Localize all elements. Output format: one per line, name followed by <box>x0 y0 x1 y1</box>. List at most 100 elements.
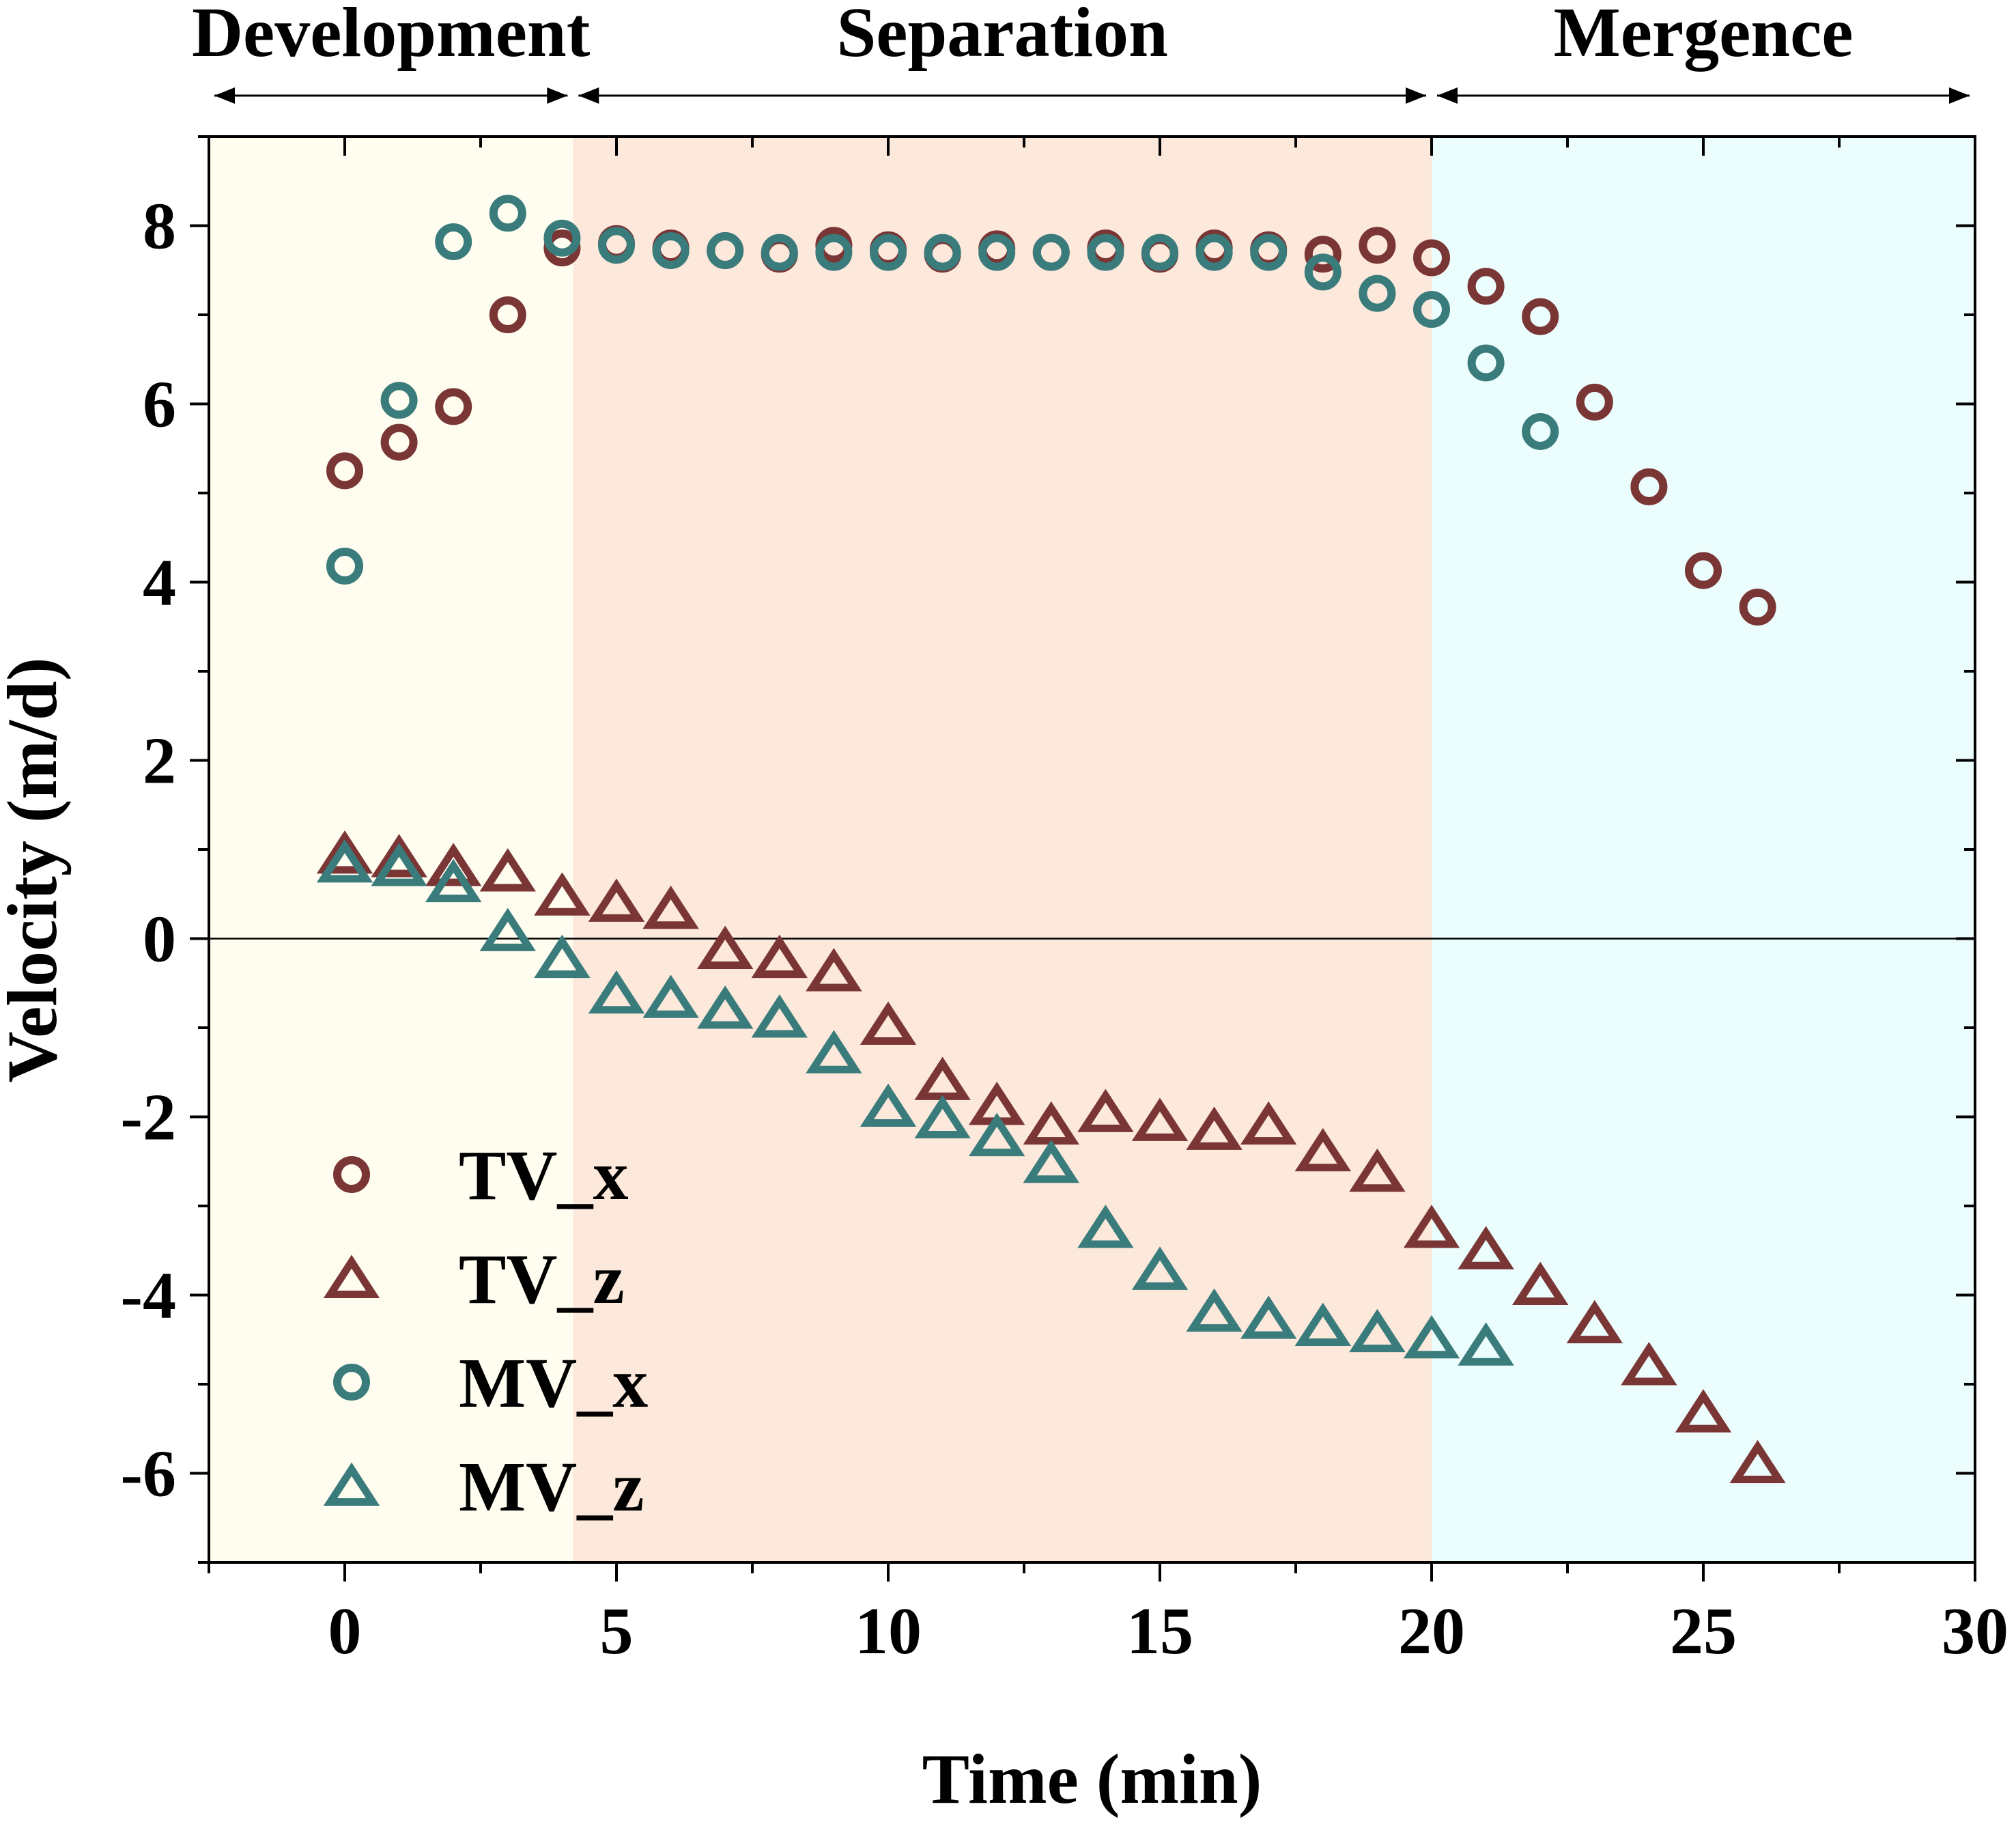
legend-item-tv-z: TV_z <box>323 1240 625 1319</box>
point-tv-z <box>751 934 808 979</box>
x-tick-label: 0 <box>328 1595 362 1668</box>
point-mv-z <box>1186 1288 1243 1332</box>
y-tick-label: 6 <box>143 368 176 442</box>
point-tv-x <box>1739 589 1776 626</box>
y-tick-label: -4 <box>120 1259 176 1333</box>
legend-label-mv-x: MV_x <box>459 1344 648 1422</box>
point-mv-z <box>1349 1308 1406 1353</box>
point-tv-z <box>371 834 427 877</box>
x-tick-label: 30 <box>1942 1595 2008 1668</box>
point-tv-z <box>1512 1261 1569 1305</box>
point-tv-z <box>697 925 754 970</box>
point-mv-x <box>1359 275 1396 312</box>
point-mv-z <box>588 970 645 1014</box>
point-mv-x <box>380 382 418 419</box>
point-tv-z <box>1621 1342 1677 1386</box>
point-tv-z <box>534 872 591 916</box>
legend-label-tv-x: TV_x <box>459 1136 628 1215</box>
point-mv-x <box>761 234 798 271</box>
phase-label-separation: Separation <box>836 0 1167 72</box>
legend-item-mv-z: MV_z <box>323 1448 644 1526</box>
point-mv-z <box>969 1112 1025 1157</box>
y-tick-label: -2 <box>120 1081 176 1155</box>
y-axis-title: Velocity (m/d) <box>0 658 72 1083</box>
y-tick-label: 2 <box>143 725 176 798</box>
point-mv-x <box>435 223 472 260</box>
point-mv-x <box>924 234 961 271</box>
legend-marker-tv-z <box>323 1254 380 1298</box>
y-tick-label: 0 <box>143 903 176 977</box>
phase-label-development: Development <box>192 0 591 72</box>
point-tv-x <box>1413 239 1450 277</box>
legend-label-tv-z: TV_z <box>459 1240 625 1319</box>
point-mv-x <box>707 232 744 270</box>
legend-item-mv-x: MV_x <box>333 1344 648 1422</box>
point-mv-z <box>751 994 808 1038</box>
point-tv-x <box>1576 383 1613 421</box>
point-tv-z <box>1294 1127 1351 1172</box>
point-mv-x <box>870 234 907 271</box>
legend-label-mv-z: MV_z <box>459 1448 644 1526</box>
point-tv-x <box>1467 268 1505 305</box>
point-mv-x <box>489 195 526 232</box>
point-tv-z <box>1458 1226 1514 1269</box>
point-tv-z <box>588 878 645 922</box>
point-tv-z <box>479 848 536 892</box>
point-tv-z <box>1240 1101 1297 1145</box>
series-tv-z <box>316 830 1786 1483</box>
point-mv-x <box>1141 234 1178 271</box>
x-axis-title: Time (min) <box>922 1740 1262 1818</box>
point-mv-z <box>1403 1315 1460 1359</box>
phase-label-mergence: Mergence <box>1554 0 1854 72</box>
point-tv-z <box>1186 1106 1243 1150</box>
point-mv-x <box>652 232 690 270</box>
point-mv-x <box>1467 344 1505 382</box>
point-tv-x <box>1304 236 1341 273</box>
y-tick-label: -6 <box>120 1437 176 1511</box>
point-mv-x <box>543 219 581 257</box>
legend-item-tv-x: TV_x <box>333 1136 628 1215</box>
point-tv-x <box>489 296 526 333</box>
point-mv-z <box>534 934 591 979</box>
point-mv-z <box>697 985 754 1029</box>
point-tv-z <box>1349 1148 1406 1192</box>
point-mv-x <box>1032 234 1070 271</box>
x-tick-label: 5 <box>600 1595 634 1668</box>
point-tv-x <box>1359 227 1396 264</box>
x-tick-label: 15 <box>1126 1595 1193 1668</box>
point-tv-z <box>806 948 862 992</box>
point-mv-x <box>1195 234 1233 271</box>
point-mv-x <box>1522 412 1559 450</box>
point-tv-z <box>860 1001 917 1045</box>
point-mv-z <box>479 908 536 951</box>
phase-header: Development Separation Mergence <box>192 0 1970 104</box>
y-tick-label: 4 <box>143 546 176 620</box>
point-mv-z <box>1240 1295 1297 1339</box>
point-mv-x <box>978 234 1016 271</box>
phase-bg-mergence <box>1432 137 1975 1562</box>
point-mv-x <box>815 234 853 271</box>
point-mv-z <box>806 1030 862 1073</box>
x-tick-label: 20 <box>1398 1595 1465 1668</box>
legend-marker-mv-x <box>333 1364 370 1401</box>
legend-marker-tv-x <box>333 1156 370 1193</box>
point-mv-x <box>598 227 635 264</box>
data-marks <box>316 195 1786 1483</box>
point-mv-x <box>1304 253 1341 291</box>
point-tv-x <box>1522 298 1559 335</box>
point-tv-z <box>316 830 373 874</box>
point-tv-x <box>326 452 363 490</box>
legend: TV_x TV_z MV_x MV_z <box>323 1136 648 1526</box>
x-tick-label: 10 <box>855 1595 922 1668</box>
point-tv-x <box>435 388 472 425</box>
point-mv-z <box>642 974 699 1018</box>
point-tv-z <box>1729 1439 1786 1483</box>
series-mv-x <box>326 195 1559 585</box>
point-mv-z <box>860 1083 917 1127</box>
point-mv-x <box>1087 234 1124 271</box>
point-mv-z <box>1023 1139 1079 1183</box>
point-mv-z <box>1077 1205 1134 1248</box>
point-tv-z <box>1675 1389 1732 1433</box>
